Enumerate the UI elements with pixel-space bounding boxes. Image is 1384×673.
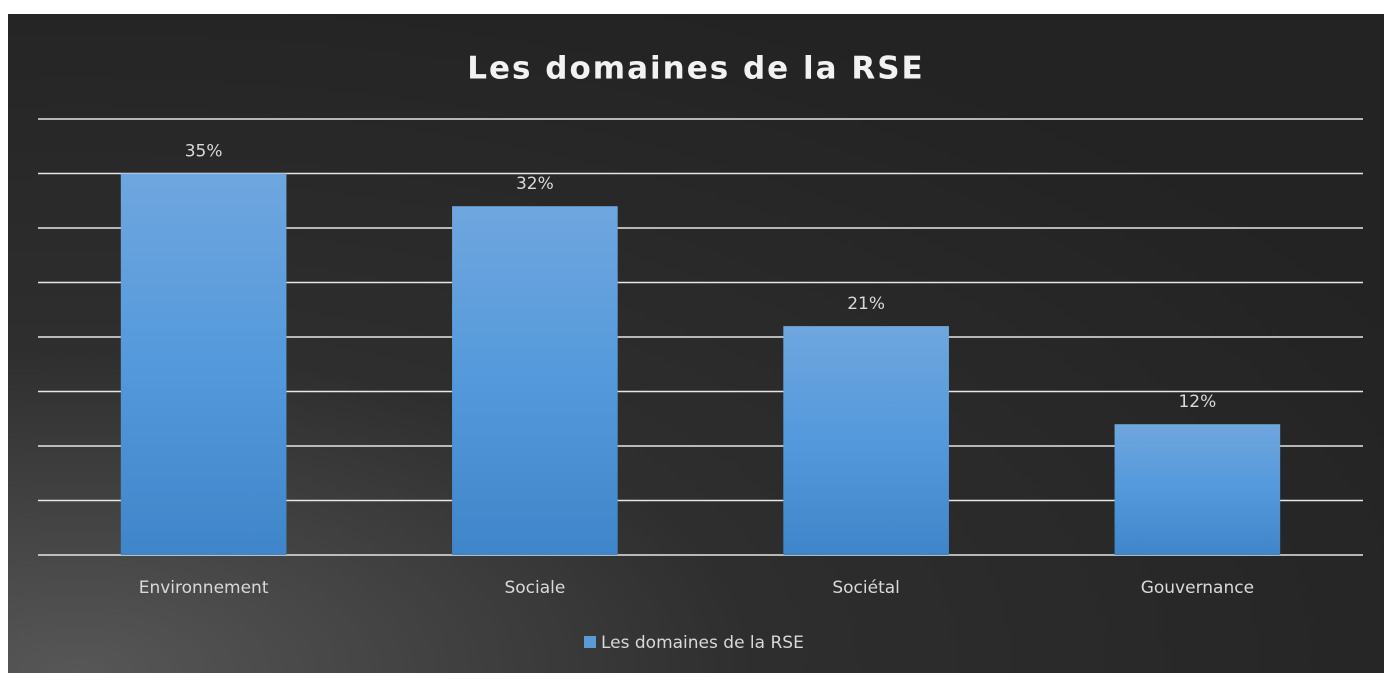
value-label: 12% xyxy=(1178,392,1216,412)
legend-label: Les domaines de la RSE xyxy=(601,633,804,653)
chart-title: Les domaines de la RSE xyxy=(467,51,924,87)
x-tick-label: Gouvernance xyxy=(1141,578,1254,598)
value-label: 35% xyxy=(185,142,223,162)
bar xyxy=(452,206,618,555)
value-label: 32% xyxy=(516,174,554,194)
x-tick-label: Environnement xyxy=(139,578,269,598)
x-tick-label: Sociétal xyxy=(832,578,900,598)
bar xyxy=(120,173,287,555)
bar xyxy=(783,326,949,555)
legend-swatch xyxy=(584,636,596,648)
x-tick-label: Sociale xyxy=(504,578,565,598)
bar xyxy=(1114,424,1281,555)
value-label: 21% xyxy=(847,294,885,314)
